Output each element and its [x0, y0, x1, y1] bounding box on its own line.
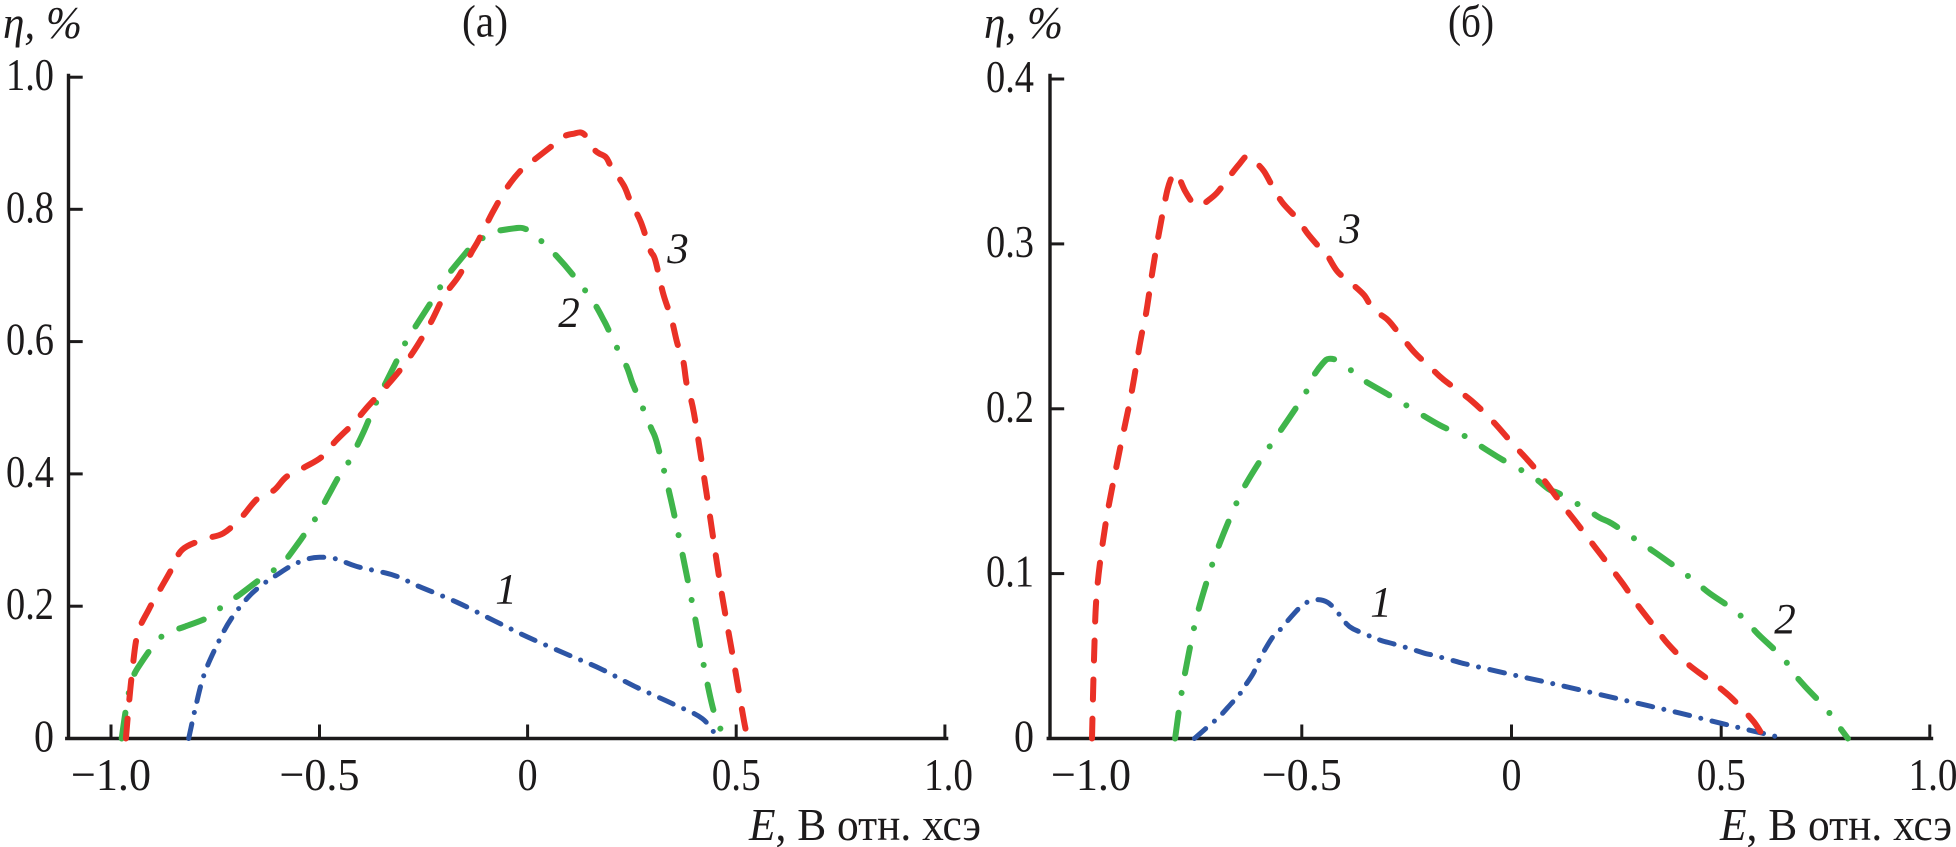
svg-text:−0.5: −0.5	[1262, 749, 1342, 800]
svg-text:3: 3	[666, 226, 689, 273]
svg-text:3: 3	[1338, 206, 1361, 253]
svg-text:0.4: 0.4	[986, 51, 1034, 102]
svg-text:0: 0	[518, 749, 538, 800]
svg-text:1.0: 1.0	[6, 49, 54, 100]
svg-text:E, В отн. хсэ: E, В отн. хсэ	[748, 799, 981, 847]
svg-text:0: 0	[1014, 711, 1034, 762]
svg-text:0.1: 0.1	[986, 546, 1034, 597]
svg-text:0.5: 0.5	[712, 749, 761, 800]
svg-text:0.2: 0.2	[986, 381, 1034, 432]
svg-text:1.0: 1.0	[924, 749, 973, 800]
svg-text:−1.0: −1.0	[71, 749, 151, 800]
svg-text:0.2: 0.2	[6, 578, 54, 629]
svg-text:(б): (б)	[1448, 0, 1494, 47]
svg-text:−0.5: −0.5	[280, 749, 360, 800]
svg-text:0.4: 0.4	[6, 446, 54, 497]
svg-text:0.8: 0.8	[6, 181, 54, 232]
svg-text:0: 0	[34, 711, 54, 762]
svg-text:E, В отн. хсэ: E, В отн. хсэ	[1719, 799, 1952, 847]
svg-text:2: 2	[1774, 597, 1796, 644]
svg-text:−1.0: −1.0	[1051, 749, 1131, 800]
svg-text:(а): (а)	[462, 0, 508, 47]
svg-text:2: 2	[558, 290, 580, 337]
svg-text:1: 1	[1370, 580, 1392, 627]
svg-text:η, %: η, %	[3, 0, 82, 48]
svg-text:1.0: 1.0	[1909, 749, 1956, 800]
svg-text:0: 0	[1502, 749, 1522, 800]
svg-text:η, %: η, %	[984, 0, 1063, 48]
svg-text:0.6: 0.6	[6, 314, 54, 365]
svg-text:0.5: 0.5	[1697, 749, 1746, 800]
svg-text:1: 1	[495, 567, 517, 614]
svg-text:0.3: 0.3	[986, 216, 1034, 267]
